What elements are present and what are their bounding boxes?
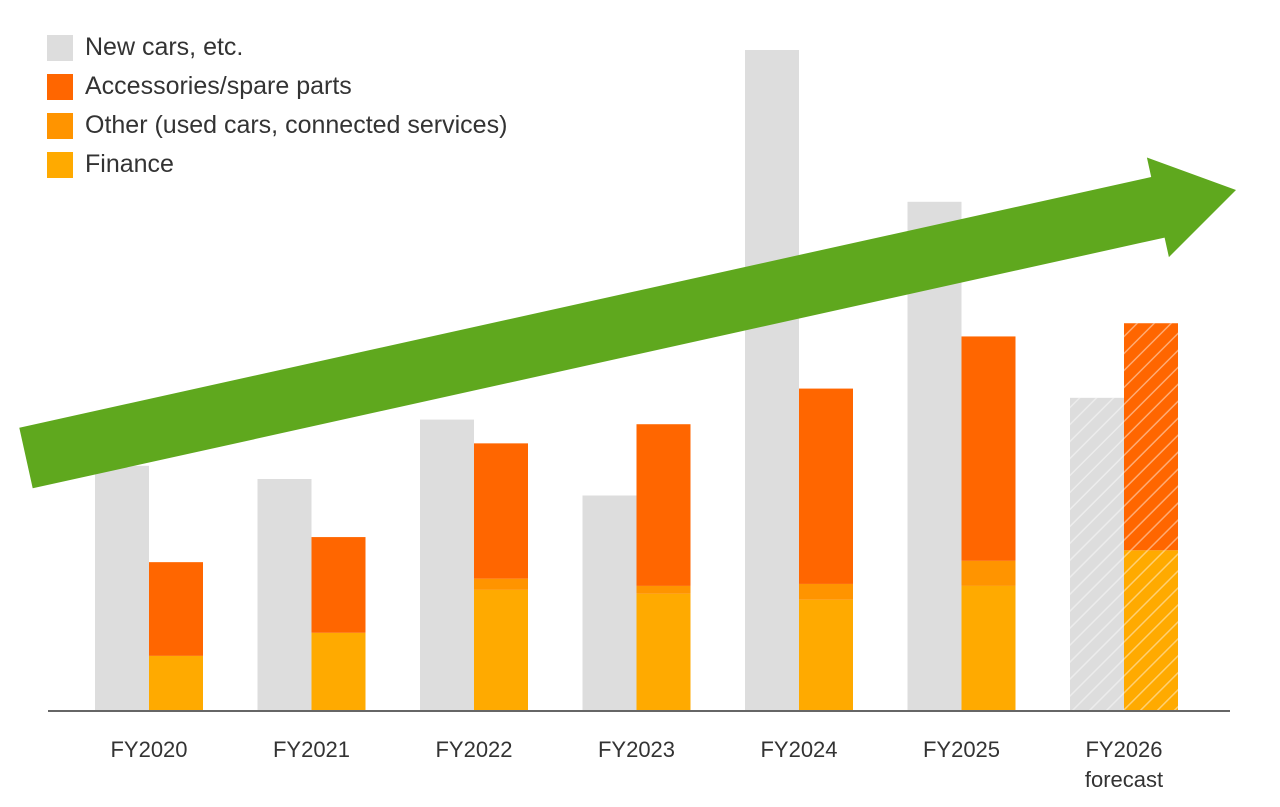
bar-finance-fy2021 xyxy=(311,632,366,710)
x-tick-label-fy2024: FY2024 xyxy=(760,737,837,762)
bar-finance-fy2023 xyxy=(636,593,691,710)
bar-accessoriesspare-fy2024 xyxy=(799,388,853,584)
bar-accessoriesspare-fy2021 xyxy=(311,537,366,633)
bar-accessoriesspare-fy2023 xyxy=(636,424,691,586)
x-tick-label-fy2020: FY2020 xyxy=(110,737,187,762)
legend-item-accessories: Accessories/spare parts xyxy=(47,67,507,106)
bar-new-cars-hatch-fy2026 xyxy=(1070,397,1124,710)
x-tick-label-fy2021: FY2021 xyxy=(273,737,350,762)
x-tick-label-fy2023: FY2023 xyxy=(598,737,675,762)
bar-other-fy2024 xyxy=(799,583,853,600)
bar-new-cars-fy2024 xyxy=(745,50,799,710)
legend-item-other: Other (used cars, connected services) xyxy=(47,106,507,145)
legend-swatch-finance xyxy=(47,151,73,178)
bar-finance-fy2025 xyxy=(961,585,1016,710)
legend-swatch-other xyxy=(47,112,73,139)
x-tick-label-fy2022: FY2022 xyxy=(435,737,512,762)
bar-other-fy2025 xyxy=(961,560,1016,586)
legend-label-other: Other (used cars, connected services) xyxy=(85,111,508,139)
bar-accessoriesspare-fy2025 xyxy=(961,336,1016,561)
bar-other-fy2023 xyxy=(636,585,691,594)
trend-arrow xyxy=(19,157,1236,489)
bar-new-cars-fy2022 xyxy=(420,419,474,710)
x-tick-label-fy2026: FY2026 xyxy=(1085,737,1162,762)
legend-label-finance: Finance xyxy=(85,150,174,178)
bar-accessoriesspare-hatch-fy2026 xyxy=(1124,323,1178,551)
bar-accessoriesspare-fy2022 xyxy=(474,443,528,579)
bar-new-cars-fy2020 xyxy=(95,465,149,710)
bar-accessoriesspare-fy2020 xyxy=(149,562,203,656)
bar-new-cars-fy2021 xyxy=(257,479,312,710)
bar-finance-fy2020 xyxy=(149,655,203,710)
legend-label-accessories: Accessories/spare parts xyxy=(85,72,352,100)
bar-finance-hatch-fy2026 xyxy=(1124,550,1178,710)
x-tick-label-fy2025: FY2025 xyxy=(923,737,1000,762)
legend: New cars, etc. Accessories/spare parts O… xyxy=(47,28,507,184)
legend-label-new-cars: New cars, etc. xyxy=(85,33,244,61)
bar-new-cars-fy2023 xyxy=(582,495,637,710)
bars-layer xyxy=(95,50,1178,711)
legend-swatch-new-cars xyxy=(47,34,73,61)
legend-item-finance: Finance xyxy=(47,145,507,184)
x-axis-labels: FY2020 FY2021 FY2022 FY2023 FY2024 FY2025 FY20… xyxy=(110,737,1163,792)
bar-finance-fy2024 xyxy=(799,599,853,710)
legend-swatch-accessories xyxy=(47,73,73,100)
bar-finance-fy2022 xyxy=(474,589,528,710)
x-tick-sublabel-fy2026: forecast xyxy=(1085,767,1163,792)
legend-item-new-cars: New cars, etc. xyxy=(47,28,507,67)
bar-other-fy2022 xyxy=(474,578,528,590)
